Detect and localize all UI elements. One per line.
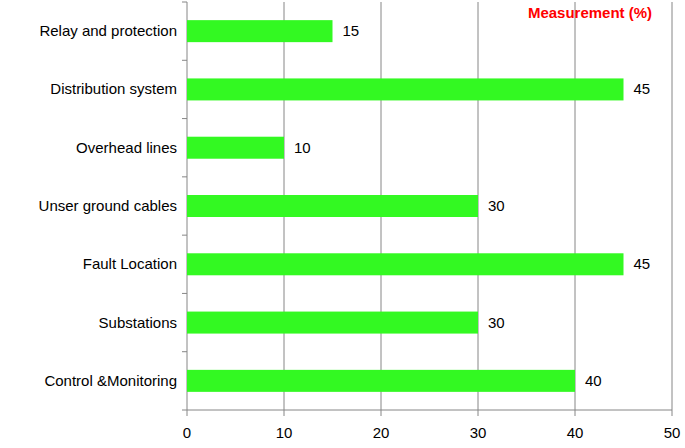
tick-mark bbox=[381, 410, 382, 416]
bar bbox=[187, 195, 478, 217]
category-label: Relay and protection bbox=[39, 22, 177, 39]
category-tick bbox=[182, 60, 187, 61]
category-label: Fault Location bbox=[83, 255, 177, 272]
category-tick bbox=[182, 118, 187, 119]
grid-line bbox=[575, 2, 576, 410]
tick-mark bbox=[284, 410, 285, 416]
chart: 0 10 20 30 40 50 Relay and protection Distribut… bbox=[0, 0, 685, 448]
tick-mark bbox=[478, 410, 479, 416]
tick-label: 20 bbox=[373, 424, 390, 441]
data-label: 45 bbox=[634, 80, 651, 97]
bar bbox=[187, 78, 624, 100]
data-label: 45 bbox=[634, 255, 651, 272]
grid-line bbox=[672, 2, 673, 410]
data-label: 10 bbox=[294, 139, 311, 156]
category-tick bbox=[182, 176, 187, 177]
category-tick bbox=[182, 410, 187, 411]
category-label: Control &Monitoring bbox=[44, 372, 177, 389]
data-label: 15 bbox=[343, 22, 360, 39]
tick-label: 50 bbox=[664, 424, 681, 441]
tick-label: 30 bbox=[470, 424, 487, 441]
category-tick bbox=[182, 293, 187, 294]
data-label: 30 bbox=[488, 314, 505, 331]
tick-mark bbox=[672, 410, 673, 416]
category-label: Overhead lines bbox=[76, 139, 177, 156]
tick-label: 40 bbox=[567, 424, 584, 441]
category-label: Distribution system bbox=[50, 80, 177, 97]
data-label: 30 bbox=[488, 197, 505, 214]
category-tick bbox=[182, 351, 187, 352]
tick-label: 10 bbox=[276, 424, 293, 441]
data-label: 40 bbox=[585, 372, 602, 389]
title: Measurement (%) bbox=[528, 4, 652, 21]
category-tick bbox=[182, 2, 187, 3]
category-tick bbox=[182, 235, 187, 236]
bar bbox=[187, 253, 624, 275]
tick-mark bbox=[575, 410, 576, 416]
bars bbox=[187, 20, 624, 392]
category-label: Substations bbox=[99, 314, 177, 331]
bar bbox=[187, 370, 575, 392]
category-label: Unser ground cables bbox=[39, 197, 177, 214]
tick-label: 0 bbox=[183, 424, 191, 441]
bar bbox=[187, 20, 333, 42]
bar bbox=[187, 312, 478, 334]
x-axis bbox=[187, 410, 672, 411]
bar bbox=[187, 137, 284, 159]
tick-mark bbox=[187, 410, 188, 416]
